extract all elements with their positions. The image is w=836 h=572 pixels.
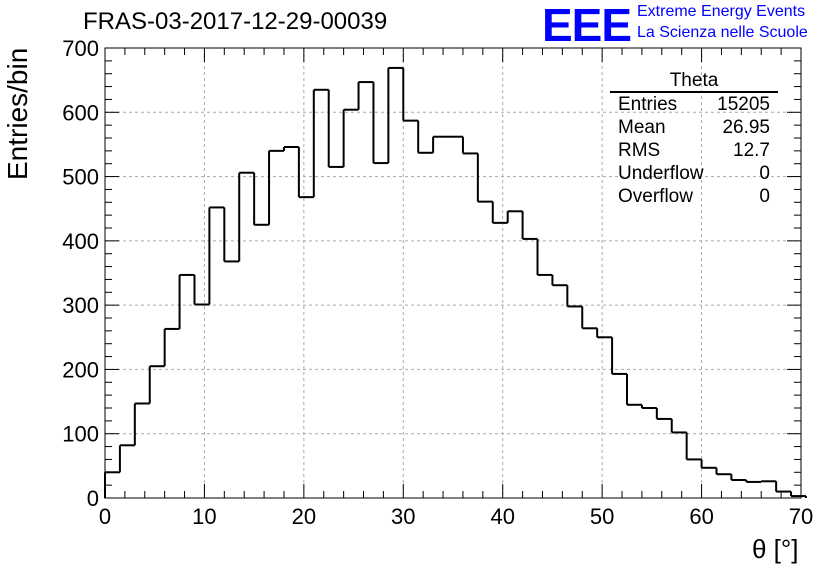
- histogram-bin: [417, 120, 434, 154]
- histogram-series: [104, 66, 807, 498]
- y-tick-label: 600: [62, 100, 99, 125]
- histogram-bin: [387, 66, 404, 164]
- histogram-bin: [163, 327, 180, 367]
- y-tick-label: 300: [62, 293, 99, 318]
- histogram-bin: [506, 210, 523, 223]
- plot-frame: [104, 47, 802, 499]
- histogram-bin: [685, 432, 702, 461]
- histogram-bin: [476, 153, 493, 203]
- histogram-bin: [581, 306, 598, 330]
- logo-tagline-2: La Scienza nelle Scuole: [637, 24, 808, 41]
- eee-logo: EEE: [542, 0, 632, 51]
- y-tick-label: 0: [87, 486, 99, 511]
- x-tick-label: 10: [192, 504, 216, 529]
- plot-frame-rect: [104, 47, 802, 499]
- x-tick-label: 20: [292, 504, 316, 529]
- y-axis-label: Entries/bin: [2, 47, 33, 180]
- histogram-bin: [178, 273, 195, 329]
- histogram-bin: [193, 274, 210, 306]
- stats-row-mean: Mean 26.95: [610, 116, 778, 139]
- x-tick-label: 30: [391, 504, 415, 529]
- stats-value: 0: [759, 186, 770, 207]
- stats-row-rms: RMS 12.7: [610, 139, 778, 162]
- histogram-bin: [148, 365, 165, 404]
- histogram-bin: [521, 211, 538, 240]
- stats-value: 15205: [717, 94, 770, 115]
- y-tick-label: 200: [62, 357, 99, 382]
- histogram-bin: [372, 82, 389, 165]
- stats-label: Mean: [618, 117, 666, 138]
- histogram-bin: [730, 474, 747, 481]
- histogram-bin: [790, 491, 806, 498]
- y-tick-label: 500: [62, 165, 99, 190]
- histogram-bin: [238, 171, 255, 262]
- y-tick-label: 100: [62, 422, 99, 447]
- histogram-bin: [461, 136, 478, 155]
- stats-label: Underflow: [618, 163, 704, 184]
- histogram-bin: [223, 207, 240, 263]
- histogram-bin: [640, 404, 657, 409]
- x-tick-label: 70: [789, 504, 813, 529]
- histogram-bin: [700, 459, 717, 469]
- histogram-bin: [670, 418, 687, 434]
- stats-box: Theta Entries 15205 Mean 26.95 RMS 12.7 …: [610, 71, 778, 208]
- histogram-bin: [357, 81, 374, 110]
- stats-label: Entries: [618, 94, 678, 115]
- grid: [105, 48, 801, 498]
- histogram-bin: [297, 147, 314, 199]
- stats-row-overflow: Overflow 0: [610, 185, 778, 208]
- stats-title: Theta: [610, 71, 778, 93]
- histogram-bin: [118, 444, 135, 473]
- histogram-bin: [655, 408, 672, 420]
- stats-value: 12.7: [733, 140, 770, 161]
- stats-row-underflow: Underflow 0: [610, 162, 778, 185]
- histogram-bin: [268, 149, 284, 225]
- stats-value: 26.95: [722, 117, 770, 138]
- histogram-bin: [715, 467, 732, 476]
- axis-ticks: [104, 47, 802, 499]
- histogram-bin: [327, 89, 344, 168]
- histogram-bin: [745, 480, 762, 483]
- x-axis-label: θ [°]: [752, 534, 799, 564]
- stats-label: Overflow: [618, 186, 693, 207]
- histogram-bin: [611, 337, 627, 375]
- histogram-bin: [402, 67, 419, 122]
- histogram-bin: [551, 274, 568, 287]
- x-tick-label: 50: [590, 504, 614, 529]
- histogram-bin: [775, 481, 792, 493]
- histogram-bin: [566, 285, 583, 308]
- histogram-bin: [208, 206, 225, 305]
- stats-row-entries: Entries 15205: [610, 93, 778, 116]
- histogram-bin: [133, 402, 150, 446]
- x-tick-label: 0: [99, 504, 111, 529]
- histogram-bin: [432, 135, 449, 153]
- chart-title: FRAS-03-2017-12-29-00039: [83, 8, 388, 35]
- histogram-bin: [536, 238, 553, 276]
- histogram-bin: [312, 88, 329, 198]
- histogram-bin: [760, 480, 777, 483]
- histogram-bin: [626, 373, 642, 406]
- histogram-bin: [596, 328, 613, 339]
- histogram-bin: [253, 172, 270, 226]
- logo-tagline-1: Extreme Energy Events: [637, 3, 806, 20]
- stats-label: RMS: [618, 140, 661, 161]
- histogram-bin: [282, 146, 299, 151]
- y-tick-label: 400: [62, 229, 99, 254]
- x-tick-label: 60: [689, 504, 713, 529]
- stats-value: 0: [759, 163, 770, 184]
- y-tick-label: 700: [62, 36, 99, 61]
- histogram-bin: [342, 108, 359, 167]
- histogram-bin: [491, 201, 508, 224]
- x-tick-label: 40: [490, 504, 514, 529]
